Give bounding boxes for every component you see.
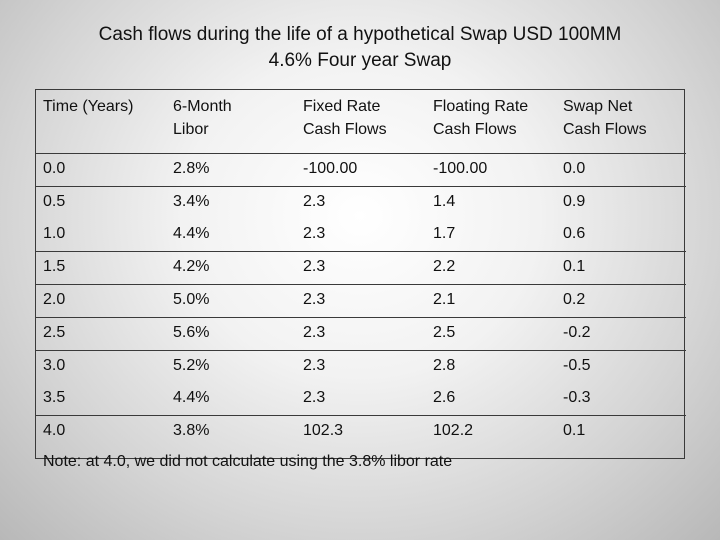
- table-row: 1.5 4.2% 2.3 2.2 0.1: [36, 251, 686, 285]
- table-row: 2.5 5.6% 2.3 2.5 -0.2: [36, 317, 686, 351]
- table-cell: 2.0: [36, 284, 166, 318]
- table-cell: 2.5: [426, 317, 556, 351]
- table-cell: 4.0: [43, 422, 66, 439]
- table-cell: 0.5: [43, 193, 66, 210]
- table-row: 3.5 4.4% 2.3 2.6 -0.3: [36, 383, 686, 416]
- table-cell: 2.8: [433, 357, 456, 374]
- table-cell: 1.5: [36, 251, 166, 285]
- table-cell: 4.4%: [166, 383, 296, 416]
- table-cell: 4.4%: [166, 219, 296, 252]
- table-cell: 0.0: [36, 153, 166, 187]
- table-cell: 5.0%: [166, 284, 296, 318]
- header-fixed-rate: Fixed Rate Cash Flows: [296, 90, 426, 154]
- header-libor: 6-Month Libor: [166, 90, 296, 154]
- table-cell: -0.2: [556, 317, 686, 351]
- table-cell: 3.0: [43, 357, 66, 374]
- table-row: 4.0 3.8% 102.3 102.2 0.1: [36, 416, 686, 449]
- table-cell: 2.3: [296, 383, 426, 416]
- cash-flow-table: Time (Years) 6-Month Libor Fixed Rate Cash…: [35, 89, 686, 470]
- table-note: Note: at 4.0, we did not calculate using…: [43, 453, 453, 470]
- table-row: 3.0 5.2% 2.3 2.8 -0.5: [36, 351, 686, 384]
- table-cell: 2.6: [426, 383, 556, 416]
- table-cell: 1.0: [36, 219, 166, 252]
- header-swap-net: Swap Net Cash Flows: [556, 90, 686, 154]
- table-cell: 2.3: [296, 219, 426, 252]
- table-cell: 102.2: [433, 422, 474, 439]
- slide-title: Cash flows during the life of a hypothet…: [0, 22, 720, 74]
- header-floating-rate: Floating Rate Cash Flows: [426, 90, 556, 154]
- table-cell: 2.2: [426, 251, 556, 285]
- table-cell: 3.4%: [173, 193, 210, 210]
- table-row: 0.0 2.8% -100.00 -100.00 0.0: [36, 153, 686, 187]
- table-cell: 2.3: [296, 284, 426, 318]
- table-cell: 2.8%: [166, 153, 296, 187]
- table-cell: -0.5: [563, 357, 591, 374]
- table-cell: -100.00: [426, 153, 556, 187]
- table-cell: 102.3: [303, 422, 344, 439]
- table-cell: 2.3: [303, 357, 326, 374]
- table-cell: 0.1: [556, 251, 686, 285]
- table-cell: 4.2%: [166, 251, 296, 285]
- table-cell: -100.00: [296, 153, 426, 187]
- table-cell: 2.5: [36, 317, 166, 351]
- table-cell: 0.9: [563, 193, 586, 210]
- table-cell: 2.3: [296, 251, 426, 285]
- table-cell: 0.2: [556, 284, 686, 318]
- note-row: Note: at 4.0, we did not calculate using…: [36, 448, 686, 478]
- table-cell: 5.2%: [173, 357, 210, 374]
- table-cell: 3.5: [36, 383, 166, 416]
- title-line-2: 4.6% Four year Swap: [268, 50, 452, 71]
- table-cell: 1.4: [433, 193, 456, 210]
- table-cell: -0.3: [556, 383, 686, 416]
- table-cell: 1.7: [426, 219, 556, 252]
- table-cell: 2.3: [296, 317, 426, 351]
- table-cell: 5.6%: [166, 317, 296, 351]
- table-cell: 0.1: [563, 422, 586, 439]
- header-time: Time (Years): [36, 90, 166, 154]
- table-cell: 2.3: [303, 193, 326, 210]
- table-cell: 0.6: [556, 219, 686, 252]
- table-cell: 3.8%: [173, 422, 210, 439]
- title-line-1: Cash flows during the life of a hypothet…: [98, 24, 622, 45]
- table-cell: 0.0: [556, 153, 686, 187]
- table-header-row: Time (Years) 6-Month Libor Fixed Rate Cash…: [36, 90, 686, 154]
- table-row: 0.5 3.4% 2.3 1.4 0.9: [36, 187, 686, 220]
- table-row: 1.0 4.4% 2.3 1.7 0.6: [36, 219, 686, 252]
- table-row: 2.0 5.0% 2.3 2.1 0.2: [36, 284, 686, 318]
- table-cell: 2.1: [426, 284, 556, 318]
